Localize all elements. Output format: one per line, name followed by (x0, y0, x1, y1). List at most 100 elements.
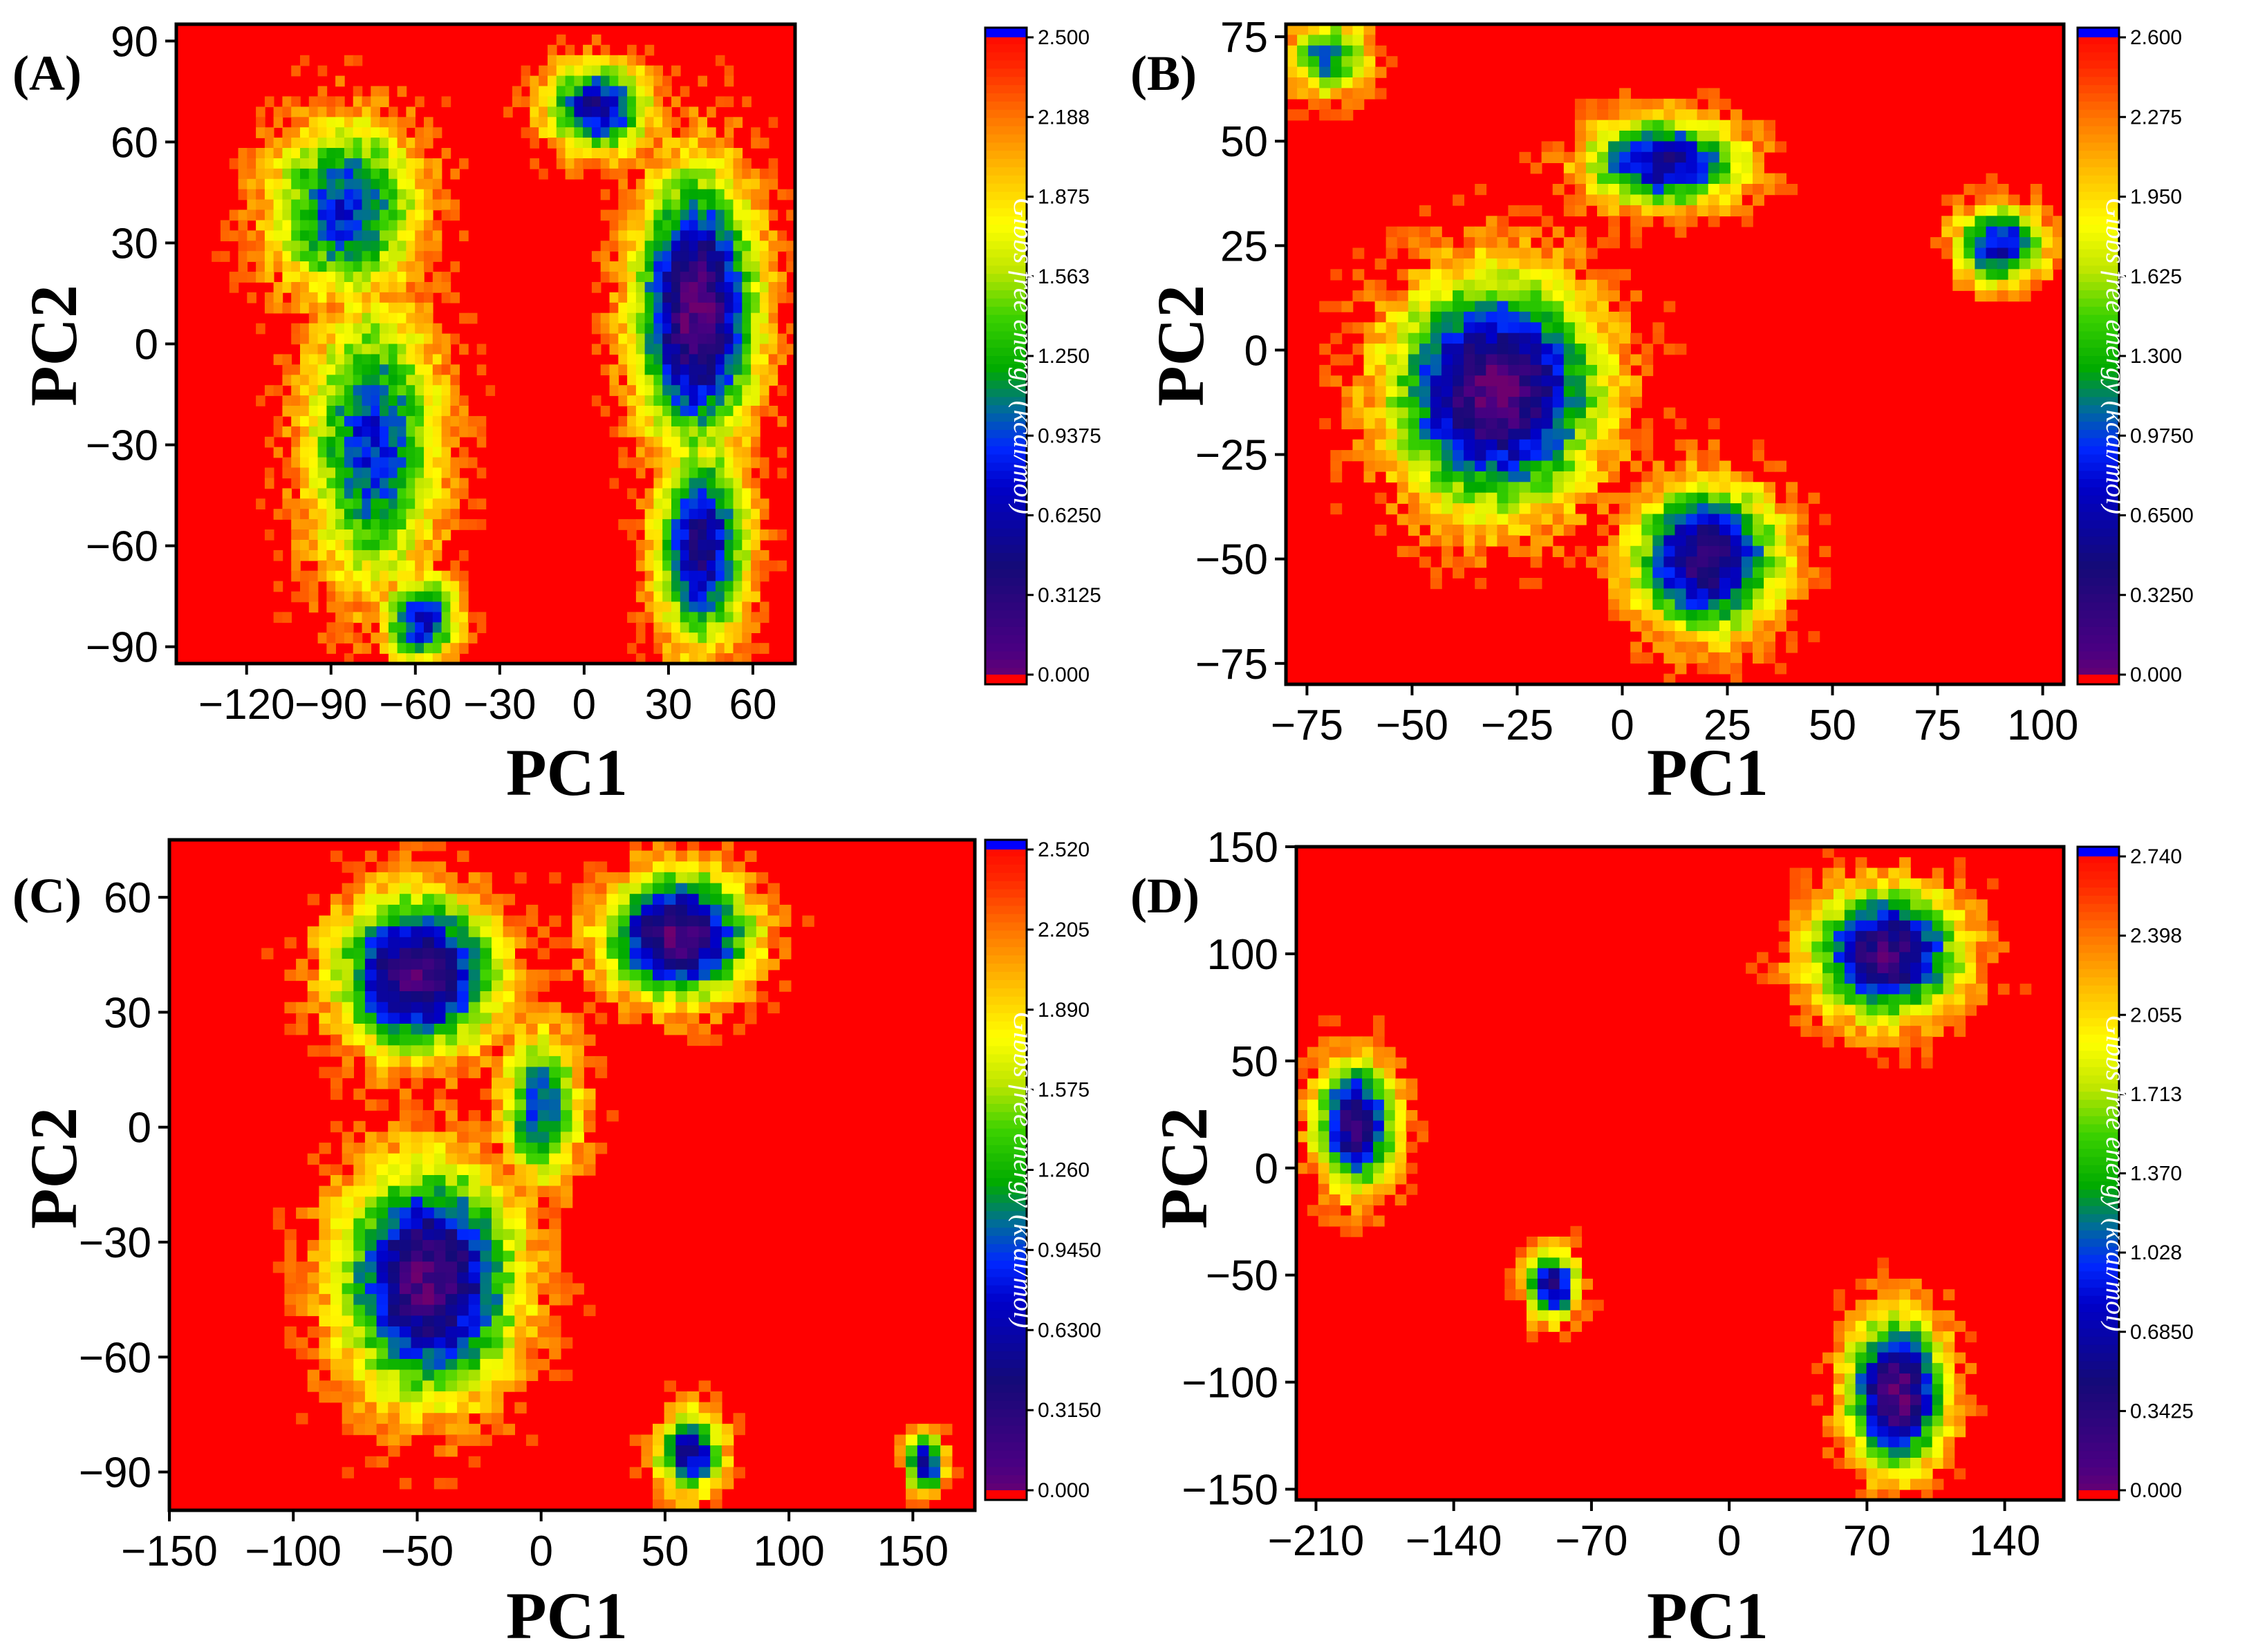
heatmap-cell (786, 323, 796, 335)
heatmap-cell (627, 44, 637, 56)
heatmap-cell (595, 915, 608, 927)
heatmap-cell (560, 1164, 573, 1176)
colorbar-band (985, 388, 1027, 398)
heatmap-cell (422, 840, 435, 852)
colorbar-band (2078, 323, 2119, 332)
heatmap-cell (380, 540, 389, 551)
heatmap-cell (591, 158, 601, 169)
heatmap-cell (1486, 397, 1498, 409)
heatmap-cell (1786, 641, 1798, 653)
heatmap-cell (457, 1294, 469, 1306)
heatmap-cell (635, 209, 646, 221)
heatmap-cell (326, 333, 336, 345)
heatmap-cell (415, 385, 424, 396)
heatmap-cell (362, 519, 372, 530)
heatmap-cell (1464, 301, 1475, 312)
heatmap-cell (1775, 599, 1786, 610)
heatmap-cell (1753, 131, 1764, 142)
heatmap-cell (707, 251, 716, 262)
heatmap-cell (450, 415, 460, 427)
heatmap-cell (371, 591, 380, 603)
heatmap-cell (364, 1024, 377, 1035)
heatmap-cell (308, 457, 319, 469)
heatmap-cell (514, 1326, 527, 1338)
heatmap-cell (549, 1326, 561, 1338)
heatmap-cell (1597, 290, 1609, 302)
heatmap-cell (380, 220, 389, 232)
heatmap-cell (680, 127, 690, 138)
heatmap-cell (644, 251, 655, 262)
heatmap-cell (1552, 364, 1565, 377)
heatmap-cell (335, 612, 345, 623)
heatmap-cell (635, 395, 646, 406)
heatmap-cell (376, 1456, 389, 1468)
heatmap-cell (1286, 35, 1298, 46)
heatmap-cell (1464, 439, 1475, 451)
heatmap-cell (388, 158, 398, 169)
heatmap-cell (445, 1380, 458, 1392)
heatmap-cell (424, 333, 433, 345)
heatmap-cell (411, 894, 423, 905)
heatmap-cell (1674, 131, 1687, 142)
heatmap-cell (503, 980, 515, 992)
heatmap-cell (1630, 131, 1643, 142)
heatmap-cell (1708, 450, 1720, 462)
heatmap-cell (662, 529, 672, 541)
heatmap-cell (432, 540, 442, 551)
heatmap-cell (1397, 429, 1409, 440)
heatmap-cell (220, 251, 230, 262)
heatmap-cell (371, 354, 380, 366)
heatmap-cell (376, 1315, 389, 1327)
heatmap-cell (627, 415, 637, 427)
heatmap-cell (330, 1294, 343, 1306)
heatmap-cell (422, 1067, 435, 1078)
heatmap-cell (468, 1110, 481, 1122)
heatmap-cell (1419, 503, 1431, 515)
heatmap-cell (353, 904, 366, 917)
heatmap-cell (300, 426, 310, 438)
heatmap-cell (1697, 482, 1709, 494)
heatmap-cell (247, 292, 256, 303)
heatmap-cell (326, 138, 336, 149)
heatmap-cell (457, 926, 469, 938)
heatmap-cell (457, 1337, 469, 1349)
heatmap-cell (1374, 45, 1387, 57)
heatmap-cell (273, 426, 283, 438)
heatmap-cell (353, 1337, 366, 1349)
heatmap-cell (459, 601, 469, 613)
heatmap-cell (1408, 301, 1420, 312)
heatmap-cell (1552, 492, 1565, 504)
heatmap-cell (1341, 450, 1354, 462)
heatmap-cell (1385, 237, 1398, 249)
heatmap-cell (335, 632, 345, 644)
heatmap-cell (1764, 610, 1775, 621)
heatmap-cell (388, 1413, 400, 1425)
heatmap-cell (1419, 364, 1431, 377)
heatmap-cell (1686, 216, 1698, 227)
heatmap-cell (698, 415, 707, 427)
heatmap-cell (768, 251, 778, 262)
heatmap-cell (1663, 525, 1676, 536)
heatmap-cell (1508, 503, 1520, 515)
heatmap-cell (1764, 631, 1775, 643)
heatmap-cell (618, 230, 628, 242)
heatmap-cell (1686, 439, 1698, 451)
heatmap-cell (1519, 332, 1531, 344)
heatmap-cell (1975, 279, 1987, 291)
heatmap-cell (308, 261, 319, 272)
heatmap-cell (560, 1045, 573, 1057)
heatmap-cell (2052, 237, 2064, 249)
heatmap-cell (1741, 141, 1753, 153)
heatmap-cell (680, 106, 690, 118)
heatmap-cell (627, 148, 637, 159)
colorbar-tick-label: 1.563 (1038, 265, 1090, 288)
heatmap-cell (503, 959, 515, 970)
heatmap-cell (450, 209, 460, 221)
heatmap-cell (342, 1185, 354, 1197)
heatmap-cell (1308, 45, 1320, 57)
heatmap-cell (480, 1337, 492, 1349)
heatmap-cell (751, 622, 761, 633)
heatmap-cell (399, 1478, 412, 1490)
heatmap-cell (1563, 429, 1576, 440)
